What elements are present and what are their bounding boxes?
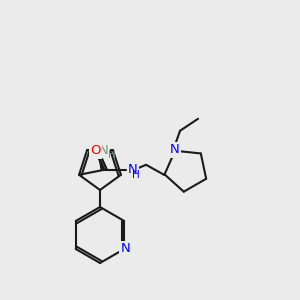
Text: N: N (170, 143, 180, 156)
Text: O: O (90, 144, 100, 157)
Text: N: N (90, 144, 100, 157)
Text: H: H (132, 170, 140, 180)
Text: N: N (99, 144, 109, 157)
Text: N: N (120, 242, 130, 256)
Text: H: H (108, 150, 116, 160)
Text: N: N (128, 163, 138, 176)
